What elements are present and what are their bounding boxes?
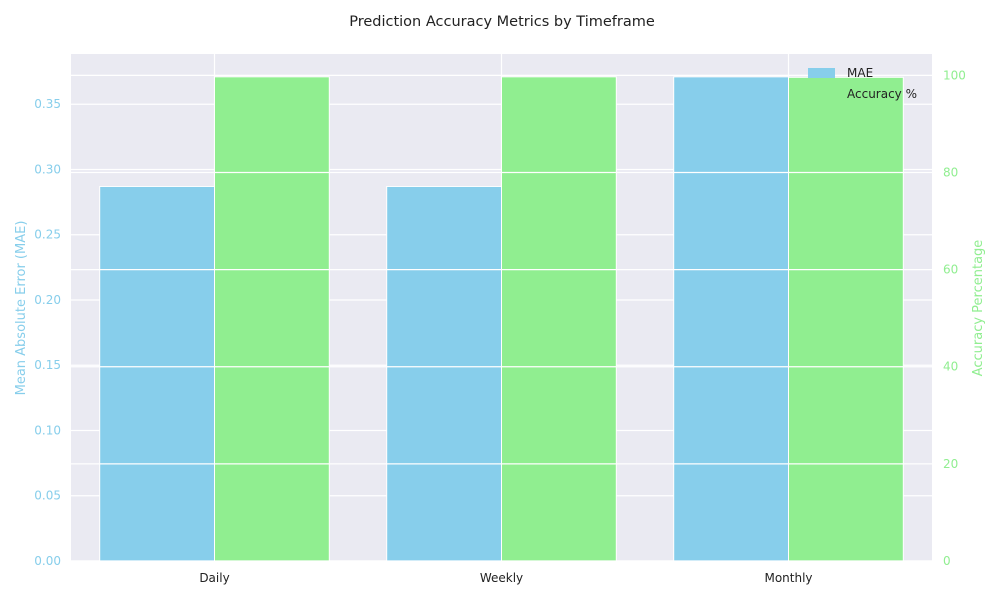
- x-tick-label: Monthly: [764, 571, 812, 585]
- x-tick-label: Daily: [199, 571, 229, 585]
- bars: [99, 76, 904, 562]
- y-tick-label-right: 60: [943, 263, 958, 277]
- y-tick-label-right: 40: [943, 360, 958, 374]
- y-tick-label-right: 0: [943, 554, 951, 568]
- bar-accuracy-daily: [214, 76, 330, 562]
- legend-label-accuracy: Accuracy %: [847, 87, 917, 101]
- y-tick-label-right: 20: [943, 457, 958, 471]
- legend: MAE Accuracy %: [808, 66, 917, 101]
- bar-mae-daily: [99, 185, 215, 562]
- x-tick-label: Weekly: [480, 571, 523, 585]
- chart-title: Prediction Accuracy Metrics by Timeframe: [349, 14, 655, 30]
- y-tick-label-left: 0.25: [34, 228, 61, 242]
- y-tick-label-left: 0.30: [34, 162, 61, 176]
- y-tick-label-left: 0.20: [34, 293, 61, 307]
- y-tick-label-left: 0.10: [34, 423, 61, 437]
- legend-label-mae: MAE: [847, 66, 873, 80]
- right-axis-grid: [71, 74, 932, 562]
- y-axis-label-right: Accuracy Percentage: [971, 240, 986, 377]
- bar-mae-monthly: [673, 76, 790, 562]
- y-axis-label-left: Mean Absolute Error (MAE): [14, 221, 29, 396]
- y-tick-label-right: 80: [943, 165, 958, 179]
- y-tick-label-right: 100: [943, 68, 966, 82]
- bar-accuracy-weekly: [501, 76, 617, 562]
- axis-ticks: 0.00 0.05 0.10 0.15 0.20 0.25 0.30 0.35 0 20 40 60 8…: [34, 68, 966, 585]
- legend-swatch-mae: [808, 68, 835, 78]
- y-tick-label-left: 0.15: [34, 358, 61, 372]
- y-tick-label-left: 0.05: [34, 489, 61, 503]
- bar-accuracy-monthly: [788, 76, 904, 562]
- y-tick-label-left: 0.35: [34, 97, 61, 111]
- bar-mae-weekly: [386, 185, 503, 562]
- y-tick-label-left: 0.00: [34, 554, 61, 568]
- legend-swatch-accuracy: [808, 89, 835, 99]
